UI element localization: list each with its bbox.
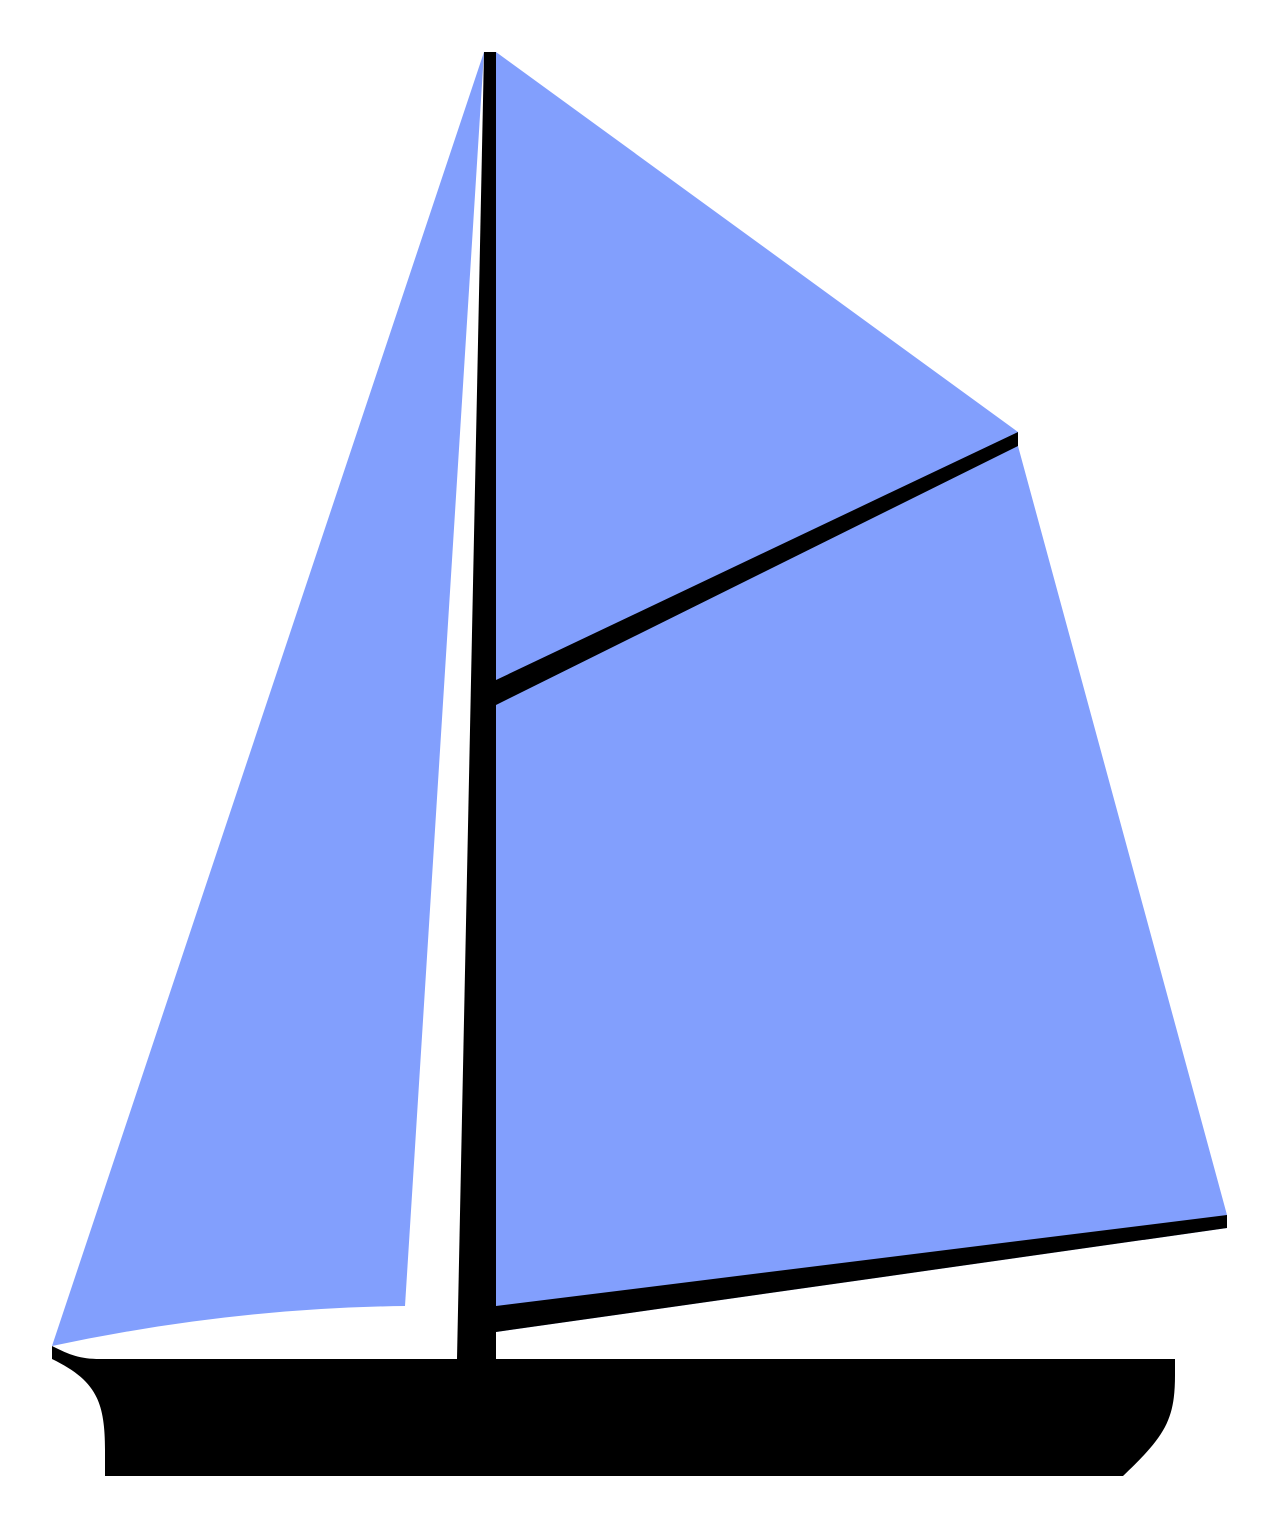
mast	[457, 52, 496, 1359]
mainsail	[496, 52, 1227, 1332]
hull	[52, 1346, 1175, 1476]
jib-sail	[52, 52, 484, 1346]
gaff	[496, 432, 1018, 705]
boom	[496, 1215, 1227, 1332]
